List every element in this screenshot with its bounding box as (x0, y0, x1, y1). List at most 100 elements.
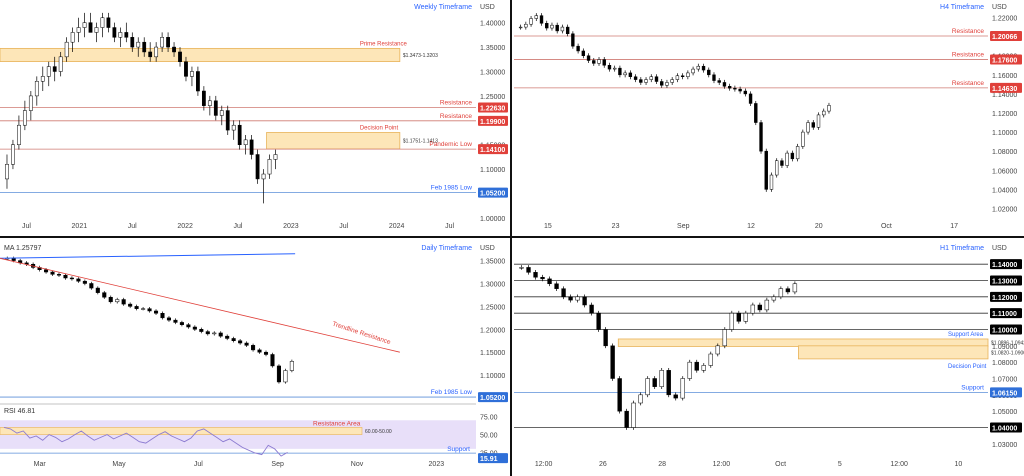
h1-y-tick: 1.09000 (992, 344, 1017, 351)
daily-x-tick: Mar (34, 461, 47, 468)
h1-candle-body (617, 378, 622, 412)
daily-candle-body (231, 338, 236, 341)
h1-candle-body (554, 283, 559, 289)
h4-title: H4 Timeframe (940, 4, 984, 11)
h1-candle-body (596, 312, 601, 330)
h4-candle-body (738, 88, 742, 92)
weekly-level-badge-text: 1.22630 (480, 105, 505, 112)
h4-candle-body (701, 65, 706, 71)
h1-panel: H1 Timeframe USD 1.14000 1.13000 1.12000 1.11… (514, 245, 1024, 468)
weekly-level-label: Pandemic Low (429, 141, 472, 148)
h1-level-badge-text: 1.04000 (992, 426, 1017, 433)
h4-candle-body (754, 103, 758, 123)
h1-candle-body (743, 312, 749, 322)
weekly-x-tick: Jul (128, 223, 137, 230)
h1-candle-body (659, 370, 664, 387)
h1-candle-body (638, 394, 643, 404)
weekly-x-tick: Jul (22, 223, 31, 230)
weekly-candle-body (94, 27, 99, 33)
weekly-candle-body (196, 71, 200, 92)
weekly-candle-body (106, 17, 111, 28)
h4-candle-body (785, 152, 789, 166)
daily-unit-label: USD (480, 245, 495, 252)
h1-level-badge: 1.12000 (990, 291, 1022, 302)
h1-candle-body (792, 283, 798, 293)
weekly-candle-body (82, 22, 87, 28)
daily-candle-body (128, 303, 133, 307)
h1-level-badge-bg (990, 324, 1022, 335)
daily-candle-body (76, 278, 81, 282)
h4-candle-body (675, 75, 680, 80)
weekly-candle-body (142, 41, 147, 53)
h4-x-tick: 17 (950, 223, 958, 230)
h1-level-badge-text: 1.13000 (992, 279, 1017, 286)
daily-title: Daily Timeframe (421, 245, 472, 252)
h1-candle-body (568, 296, 573, 301)
h4-candle-body (686, 72, 690, 77)
weekly-y-tick: 1.00000 (480, 216, 505, 223)
daily-candle-body (63, 274, 68, 279)
h1-zone-title: Support Area (948, 332, 984, 338)
weekly-zone (0, 47, 401, 62)
weekly-candle-body (136, 41, 141, 48)
h4-x-tick: 15 (544, 223, 552, 230)
h1-y-tick: 1.07000 (992, 377, 1017, 384)
daily-candle-body (289, 361, 294, 371)
h4-candle-body (795, 146, 800, 160)
h4-x-tick: Sep (677, 223, 690, 230)
daily-candle-body (251, 345, 256, 351)
h4-level-badge: 1.14630 (990, 82, 1022, 93)
rsi-y-tick: 75.00 (480, 415, 498, 422)
weekly-y-tick: 1.40000 (480, 21, 505, 28)
daily-candle-body (179, 322, 184, 325)
h1-x-tick: Oct (775, 461, 786, 468)
h4-x-axis: 15 23 Sep 12 20 Oct 17 (544, 223, 958, 230)
daily-candle-body (218, 332, 223, 337)
daily-y-tick: 1.35000 (480, 259, 505, 266)
weekly-x-tick: Jul (234, 223, 243, 230)
h1-candle-body (645, 378, 650, 396)
weekly-candle-body (261, 173, 266, 180)
daily-candle-body (166, 317, 171, 321)
weekly-zone (266, 132, 401, 150)
h1-candle-body (631, 402, 636, 428)
h1-candle-body (673, 394, 678, 399)
h4-candle-body (618, 67, 622, 76)
h4-candle-body (633, 76, 638, 80)
h4-candle-body (665, 82, 669, 86)
daily-candle-body (257, 349, 262, 353)
h1-y-tick: 1.08000 (992, 360, 1017, 367)
daily-candle-body (115, 299, 120, 303)
h4-candle-body (816, 114, 821, 128)
weekly-x-tick: 2022 (177, 223, 193, 230)
h1-x-tick: 10 (954, 461, 962, 468)
daily-x-tick: 2023 (429, 461, 445, 468)
h4-y-tick: 1.04000 (992, 187, 1017, 194)
h1-candle-body (708, 353, 713, 366)
h1-candle-body (729, 312, 734, 330)
daily-y-axis: 1.35000 1.30000 1.25000 1.20000 1.15000 1.100… (480, 259, 505, 381)
weekly-candle-body (249, 139, 254, 155)
h1-level-badge: 1.04000 (990, 422, 1022, 433)
h4-candle-body (607, 65, 612, 70)
h1-x-axis: 12:00 26 28 12:00 Oct 5 12:00 10 (535, 461, 963, 468)
daily-candle-body (11, 258, 16, 261)
h4-y-tick: 1.08000 (992, 149, 1017, 156)
h4-candle-body (769, 174, 774, 190)
weekly-candle-body (58, 56, 63, 72)
h1-x-tick: 12:00 (890, 461, 908, 468)
daily-x-axis: Mar May Jul Sep Nov 2023 (34, 461, 445, 468)
h4-level-badge-bg (990, 31, 1022, 42)
daily-y-tick: 1.10000 (480, 373, 505, 380)
h4-level-badge: 1.17600 (990, 54, 1022, 65)
h1-level-badge-bg (990, 259, 1022, 270)
h1-candle-body (575, 296, 580, 301)
rsi-current-badge-text: 15.91 (480, 456, 498, 463)
h4-candle-body (654, 76, 659, 82)
daily-level-label: Feb 1985 Low (431, 389, 473, 396)
h1-level-badge: 1.10000 (990, 324, 1022, 335)
h4-candle-body (550, 24, 554, 29)
weekly-level-badge-bg (478, 115, 508, 126)
weekly-level-badge-bg (478, 144, 508, 155)
weekly-x-tick: Jul (445, 223, 454, 230)
